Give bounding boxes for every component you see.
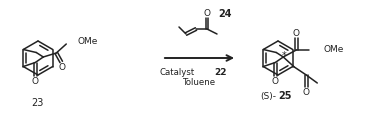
Text: O: O	[59, 62, 66, 72]
Text: *: *	[282, 51, 287, 61]
Text: O: O	[32, 77, 39, 86]
Text: 24: 24	[218, 9, 232, 19]
Text: 22: 22	[214, 68, 227, 77]
Text: O: O	[293, 29, 300, 37]
Text: 25: 25	[278, 91, 292, 101]
Text: O: O	[303, 88, 310, 97]
Text: Catalyst: Catalyst	[159, 68, 194, 77]
Text: OMe: OMe	[77, 37, 98, 46]
Text: 23: 23	[31, 98, 43, 108]
Text: O: O	[272, 77, 279, 86]
Text: (S)-: (S)-	[260, 92, 276, 100]
Text: OMe: OMe	[323, 46, 344, 55]
Text: O: O	[203, 9, 211, 17]
Text: Toluene: Toluene	[183, 78, 216, 87]
